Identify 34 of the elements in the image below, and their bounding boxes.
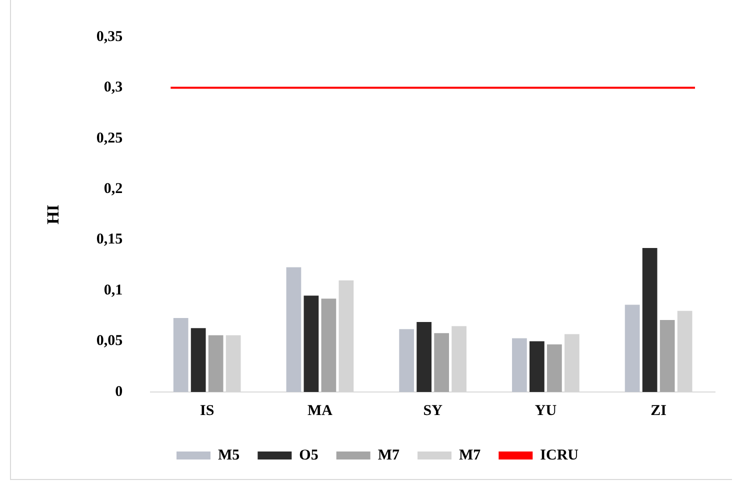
x-tick-label: ZI [650, 402, 667, 419]
bar [173, 318, 188, 392]
bar [321, 298, 336, 392]
y-tick-label: 0,2 [104, 181, 123, 198]
bar [660, 320, 675, 392]
bar [547, 344, 562, 392]
bar [624, 304, 640, 392]
bar [434, 333, 450, 392]
bar [208, 335, 224, 392]
bar [286, 267, 302, 392]
legend-label: M5 [218, 447, 240, 464]
bar [642, 248, 658, 392]
y-axis-title: HI [44, 204, 63, 224]
bar [190, 328, 206, 392]
x-tick-label: IS [200, 402, 214, 419]
legend-label: O5 [299, 447, 318, 464]
y-tick-label: 0 [115, 384, 123, 400]
y-tick-label: 0,3 [104, 80, 123, 96]
bar [399, 329, 414, 392]
bar [512, 338, 527, 392]
x-tick-label: SY [423, 402, 443, 419]
legend-label: M7 [378, 447, 400, 464]
y-tick-label: 0,25 [96, 130, 123, 146]
y-tick-label: 0,35 [96, 28, 123, 45]
y-tick-label: 0,05 [96, 333, 123, 350]
x-tick-label: YU [534, 402, 557, 419]
bar [304, 296, 319, 392]
y-tick-label: 0,15 [96, 232, 123, 248]
legend-label: M7 [458, 447, 482, 464]
x-tick-label: MA [307, 402, 333, 419]
legend-label: ICRU [540, 447, 579, 464]
y-tick-label: 0,1 [104, 282, 123, 298]
bar [416, 322, 432, 392]
bar [530, 341, 544, 392]
